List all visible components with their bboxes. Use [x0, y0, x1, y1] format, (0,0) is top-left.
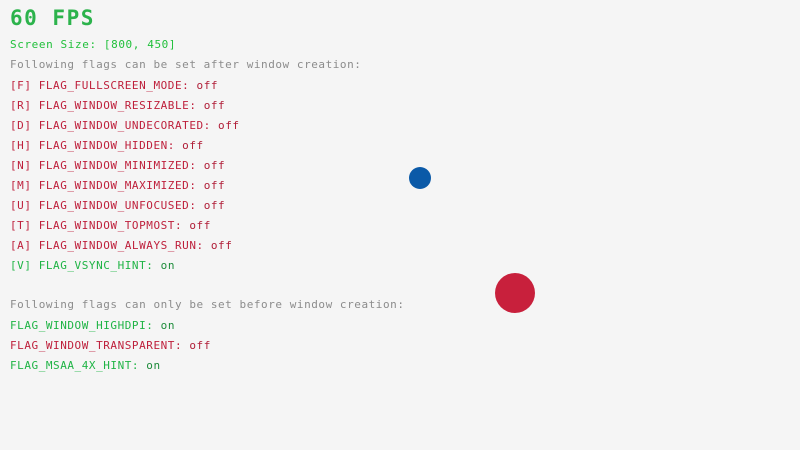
flag-state: off	[189, 339, 211, 352]
flag-label: [A] FLAG_WINDOW_ALWAYS_RUN:	[10, 239, 204, 252]
flag-row[interactable]: [F] FLAG_FULLSCREEN_MODE: off	[10, 80, 218, 91]
flag-row[interactable]: FLAG_MSAA_4X_HINT: on	[10, 360, 161, 371]
flag-state: off	[218, 119, 240, 132]
flag-label: [M] FLAG_WINDOW_MAXIMIZED:	[10, 179, 197, 192]
screen-size-label: Screen Size: [800, 450]	[10, 38, 177, 51]
flag-row[interactable]: [N] FLAG_WINDOW_MINIMIZED: off	[10, 160, 225, 171]
fps-counter: 60 FPS	[10, 6, 95, 30]
red-ball	[495, 273, 535, 313]
startup-flags-header: Following flags can only be set before w…	[10, 298, 405, 311]
flag-row[interactable]: [D] FLAG_WINDOW_UNDECORATED: off	[10, 120, 240, 131]
flag-label: FLAG_MSAA_4X_HINT:	[10, 359, 140, 372]
flag-row[interactable]: FLAG_WINDOW_TRANSPARENT: off	[10, 340, 211, 351]
flag-label: [H] FLAG_WINDOW_HIDDEN:	[10, 139, 175, 152]
flag-label: [D] FLAG_WINDOW_UNDECORATED:	[10, 119, 211, 132]
flag-state: on	[160, 259, 175, 272]
flag-label: [F] FLAG_FULLSCREEN_MODE:	[10, 79, 190, 92]
flag-label: [N] FLAG_WINDOW_MINIMIZED:	[10, 159, 197, 172]
flag-row[interactable]: [H] FLAG_WINDOW_HIDDEN: off	[10, 140, 204, 151]
flag-label: FLAG_WINDOW_TRANSPARENT:	[10, 339, 183, 352]
flag-state: on	[146, 359, 161, 372]
flag-state: off	[203, 159, 226, 172]
flag-state: off	[196, 79, 219, 92]
runtime-flags-header: Following flags can be set after window …	[10, 58, 362, 71]
flag-label: [T] FLAG_WINDOW_TOPMOST:	[10, 219, 183, 232]
flag-label: [R] FLAG_WINDOW_RESIZABLE:	[10, 99, 197, 112]
flag-state: off	[203, 179, 226, 192]
flag-row[interactable]: [T] FLAG_WINDOW_TOPMOST: off	[10, 220, 211, 231]
blue-ball	[409, 167, 431, 189]
flag-label: FLAG_WINDOW_HIGHDPI:	[10, 319, 154, 332]
flag-label: [U] FLAG_WINDOW_UNFOCUSED:	[10, 199, 197, 212]
flag-label: [V] FLAG_VSYNC_HINT:	[10, 259, 154, 272]
flag-row[interactable]: [U] FLAG_WINDOW_UNFOCUSED: off	[10, 200, 225, 211]
flag-state: off	[203, 199, 226, 212]
flag-row[interactable]: [A] FLAG_WINDOW_ALWAYS_RUN: off	[10, 240, 232, 251]
flag-state: off	[203, 99, 226, 112]
flag-state: off	[182, 139, 204, 152]
flag-row[interactable]: [M] FLAG_WINDOW_MAXIMIZED: off	[10, 180, 225, 191]
flag-state: off	[189, 219, 211, 232]
flag-state: off	[210, 239, 233, 252]
flag-row[interactable]: [V] FLAG_VSYNC_HINT: on	[10, 260, 175, 271]
flag-row[interactable]: FLAG_WINDOW_HIGHDPI: on	[10, 320, 175, 331]
flag-state: on	[160, 319, 175, 332]
flag-row[interactable]: [R] FLAG_WINDOW_RESIZABLE: off	[10, 100, 225, 111]
